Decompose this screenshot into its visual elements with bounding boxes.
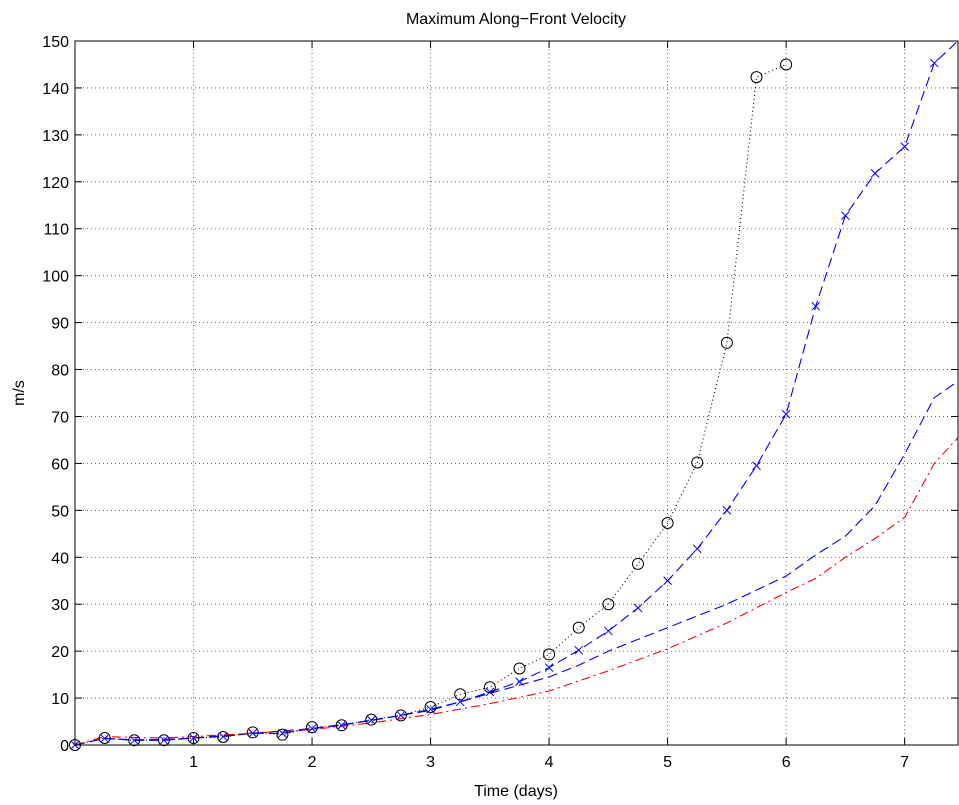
y-tick-label: 50 <box>51 503 69 520</box>
y-tick-label: 80 <box>51 363 69 380</box>
data-point-x <box>455 697 465 707</box>
data-point-circle <box>483 681 496 694</box>
y-tick-label: 40 <box>51 550 69 567</box>
data-point-x <box>396 711 406 720</box>
plot-frame <box>74 40 959 746</box>
data-point-x <box>485 687 495 697</box>
data-point-circle <box>602 598 615 611</box>
y-tick-label: 70 <box>51 409 69 426</box>
series-line-3 <box>75 380 958 745</box>
data-point-circle <box>276 728 289 741</box>
y-tick-label: 100 <box>42 269 69 286</box>
data-point-x <box>366 715 376 725</box>
data-point-x <box>722 505 732 515</box>
x-tick-label: 7 <box>900 754 909 771</box>
data-point-x <box>841 211 850 220</box>
data-point-circle <box>424 700 437 713</box>
data-point-x <box>307 724 317 733</box>
axis-ticks <box>75 40 958 746</box>
data-point-circle <box>246 726 259 739</box>
data-point-circle <box>394 709 407 722</box>
tick-labels: 1 2 3 4 5 6 7010203040506070809010011012013014… <box>42 34 909 771</box>
x-tick-label: 6 <box>782 754 791 771</box>
x-tick-label: 1 <box>189 754 198 771</box>
data-point-x <box>337 720 347 730</box>
data-point-x <box>781 409 791 419</box>
data-point-circle <box>780 58 793 71</box>
y-tick-label: 30 <box>51 597 69 614</box>
chart-title: Maximum Along−Front Velocity <box>406 11 626 28</box>
data-point-x <box>189 733 198 743</box>
series-line-1 <box>75 63 787 745</box>
data-point-x <box>544 663 554 672</box>
data-point-circle <box>691 456 704 469</box>
data-point-x <box>811 301 821 311</box>
y-tick-label: 20 <box>51 644 69 661</box>
data-point-circle <box>661 517 674 530</box>
y-tick-label: 120 <box>42 175 69 192</box>
data-point-x <box>870 168 880 178</box>
x-tick-label: 4 <box>545 754 554 771</box>
data-point-x <box>633 603 643 613</box>
series-line-4 <box>75 437 958 745</box>
y-tick-label: 90 <box>51 316 69 333</box>
y-tick-label: 140 <box>42 81 69 98</box>
data-point-x <box>100 734 109 743</box>
x-tick-label: 3 <box>426 754 435 771</box>
data-point-x <box>900 142 910 151</box>
data-point-x <box>574 645 584 655</box>
data-point-x <box>426 704 435 714</box>
data-point-circle <box>217 731 230 744</box>
data-point-x <box>218 732 228 741</box>
plot-area <box>75 41 958 745</box>
data-point-circle <box>157 734 170 747</box>
data-point-circle <box>335 719 348 732</box>
y-tick-label: 150 <box>42 34 69 51</box>
x-tick-label: 2 <box>308 754 317 771</box>
data-point-circle <box>365 713 378 726</box>
data-point-circle <box>306 721 319 734</box>
y-tick-label: 130 <box>42 128 69 145</box>
data-point-circle <box>513 662 526 675</box>
x-axis-label: Time (days) <box>474 783 558 800</box>
data-point-circle <box>631 557 644 570</box>
data-point-x <box>663 576 672 586</box>
data-point-x <box>752 461 761 471</box>
data-point-x <box>129 735 139 745</box>
data-point-x <box>929 58 939 68</box>
x-tick-label: 5 <box>663 754 672 771</box>
grid <box>75 41 958 745</box>
data-point-circle <box>98 731 111 744</box>
data-point-circle <box>750 71 763 84</box>
data-point-x <box>248 728 258 738</box>
y-axis-label: m/s <box>11 380 28 406</box>
data-point-x <box>692 544 702 554</box>
data-point-x <box>515 677 524 686</box>
y-tick-label: 0 <box>60 738 69 755</box>
data-point-circle <box>572 621 585 634</box>
data-point-x <box>278 728 287 738</box>
y-tick-label: 60 <box>51 456 69 473</box>
data-point-x <box>604 626 613 636</box>
data-point-x <box>159 735 169 745</box>
y-tick-label: 110 <box>43 222 69 239</box>
data-point-circle <box>720 336 733 349</box>
data-point-circle <box>543 648 556 661</box>
data-point-circle <box>454 688 467 701</box>
y-tick-label: 10 <box>51 691 69 708</box>
data-point-circle <box>128 734 141 747</box>
